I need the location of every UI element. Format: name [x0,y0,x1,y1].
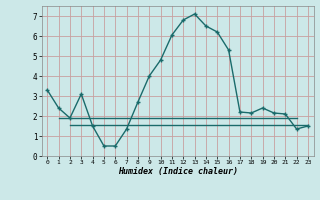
X-axis label: Humidex (Indice chaleur): Humidex (Indice chaleur) [118,167,237,176]
